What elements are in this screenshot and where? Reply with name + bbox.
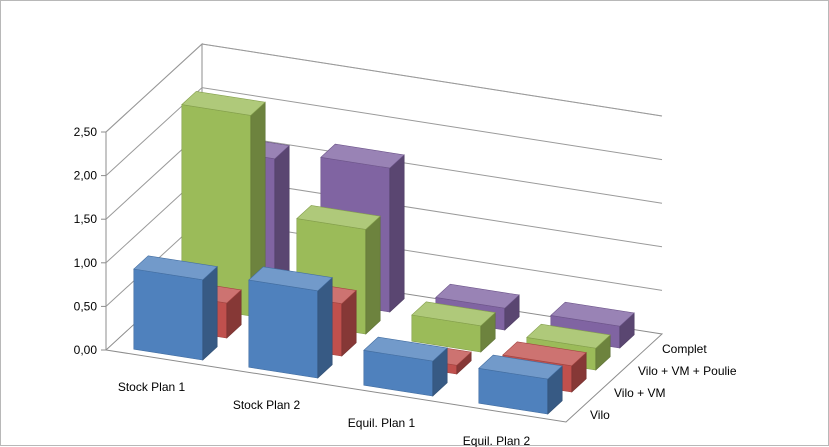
bar-top <box>296 205 381 230</box>
bar-top <box>363 336 448 362</box>
chart-bars <box>133 91 635 415</box>
bar-front <box>133 268 204 361</box>
bar-top <box>133 255 218 281</box>
bar-top <box>435 283 520 309</box>
series-label: Vilo + VM + Poulie <box>638 364 737 378</box>
category-label: Stock Plan 2 <box>233 398 301 412</box>
bar-top <box>502 341 587 367</box>
bar-top <box>248 266 333 292</box>
bar-top <box>550 301 635 327</box>
bar-side <box>365 215 381 335</box>
bar-top <box>478 354 563 380</box>
bar-side <box>317 276 333 379</box>
bar-vilo-stock-plan-1 <box>133 255 218 361</box>
gridline <box>105 43 663 133</box>
y-tick-label: 1,00 <box>74 256 98 270</box>
bar-vilo-stock-plan-2 <box>248 266 333 379</box>
bar-vilo-vm-poulie-stock-plan-1 <box>181 91 266 317</box>
y-tick-label: 1,50 <box>74 212 98 226</box>
bar-vilo-vm-poulie-equil-plan-1 <box>411 301 496 353</box>
bar-side <box>389 154 405 313</box>
bar-vilo-equil-plan-2 <box>478 354 563 415</box>
y-tick-label: 0,50 <box>74 299 98 313</box>
bar-side <box>202 265 218 361</box>
y-tick-label: 2,00 <box>74 169 98 183</box>
category-labels: Stock Plan 1 Stock Plan 2 Equil. Plan 1 Equ… <box>118 380 531 447</box>
y-tick-label: 2,50 <box>74 125 98 139</box>
bar-top <box>181 91 266 116</box>
bar-top <box>411 301 496 327</box>
bar-front <box>248 279 319 379</box>
y-axis-ticks: 0,00 0,50 1,00 1,50 2,00 2,50 <box>74 125 106 357</box>
bar-top <box>526 323 611 349</box>
series-label: Vilo <box>590 408 610 422</box>
bar-vilo-equil-plan-1 <box>363 336 448 397</box>
y-tick-label: 0,00 <box>74 343 98 357</box>
series-label: Complet <box>662 342 707 356</box>
category-label: Equil. Plan 2 <box>463 434 531 447</box>
series-depth-labels: Vilo Vilo + VM Vilo + VM + Poulie Complet <box>590 342 737 422</box>
category-label: Stock Plan 1 <box>118 380 186 394</box>
category-label: Equil. Plan 1 <box>348 416 416 430</box>
bar-top <box>320 143 405 169</box>
gridline <box>105 87 663 176</box>
series-label: Vilo + VM <box>614 386 665 400</box>
